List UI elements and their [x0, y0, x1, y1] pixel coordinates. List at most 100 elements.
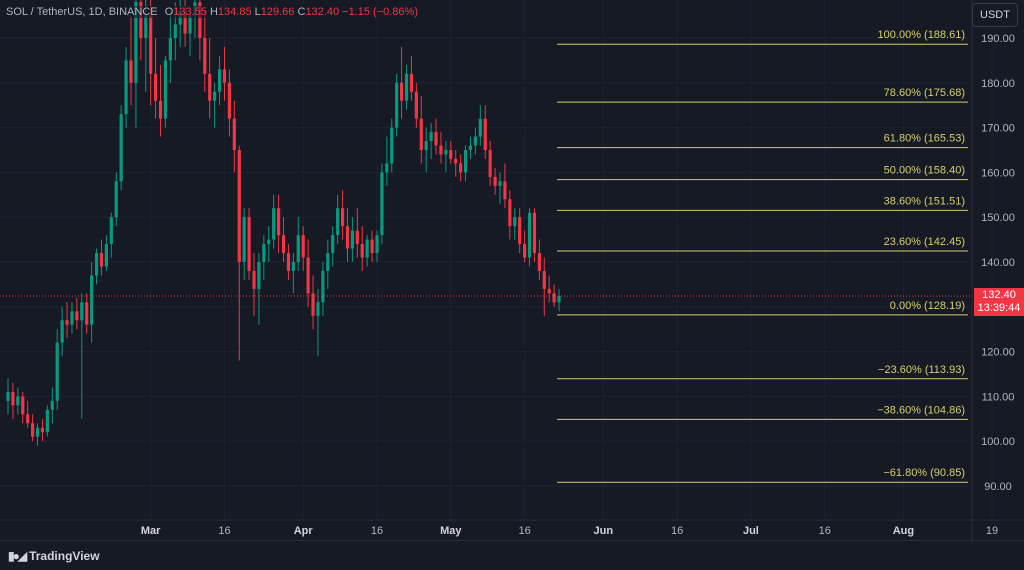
x-tick-label: 16: [371, 525, 383, 537]
footer-bar: ▮●◢ TradingView: [0, 540, 1024, 570]
candle-body: [331, 235, 335, 254]
x-tick-label: 16: [518, 525, 530, 537]
candle-body: [527, 212, 532, 258]
candle-body: [419, 118, 423, 150]
candle-body: [144, 15, 148, 39]
x-tick-label: 16: [218, 525, 230, 537]
candle-body: [252, 270, 256, 289]
candle-body: [35, 427, 40, 437]
candle-body: [488, 150, 492, 177]
y-tick-label: 90.00: [984, 481, 1012, 493]
y-tick-label: 140.00: [981, 257, 1015, 269]
candle-body: [60, 320, 64, 343]
fib-level-label: 50.00% (158.40): [884, 165, 965, 177]
candle-body: [65, 320, 69, 325]
candle-body: [316, 302, 320, 316]
y-tick-label: 120.00: [981, 347, 1015, 359]
tradingview-logo[interactable]: ▮●◢ TradingView: [8, 549, 100, 563]
candle-body: [395, 82, 399, 128]
candle-body: [26, 414, 30, 424]
candle-body: [336, 208, 340, 236]
candle-body: [424, 141, 428, 150]
candle-body: [272, 208, 276, 240]
candle-body: [409, 73, 414, 92]
candle-body: [262, 244, 266, 262]
y-tick-label: 110.00: [982, 391, 1015, 403]
candle-body: [85, 302, 89, 325]
fib-level-label: −38.60% (104.86): [877, 404, 965, 416]
x-tick-label: Jun: [594, 525, 614, 537]
candle-body: [99, 253, 104, 267]
candle-body: [508, 199, 512, 227]
candle-body: [90, 275, 94, 325]
candle-body: [50, 400, 54, 410]
candle-body: [414, 91, 418, 119]
candle-body: [518, 217, 522, 245]
candle-body: [222, 69, 227, 83]
fib-level-label: 38.60% (151.51): [884, 195, 965, 207]
x-tick-label: 16: [671, 525, 683, 537]
candle-body: [109, 217, 113, 245]
candle-body: [55, 342, 59, 401]
candle-body: [119, 114, 123, 182]
candle-body: [94, 253, 99, 276]
candle-body: [444, 150, 448, 155]
candle-body: [434, 132, 438, 146]
currency-button[interactable]: USDT: [972, 3, 1018, 27]
candle-body: [208, 73, 212, 101]
candle-body: [242, 217, 246, 262]
candle-body: [227, 82, 231, 119]
y-tick-label: 180.00: [981, 78, 1015, 90]
candle-body: [286, 253, 291, 271]
candle-body: [154, 73, 158, 101]
candle-body: [390, 127, 394, 164]
candle-body: [400, 82, 404, 101]
fib-level-label: 23.60% (142.45): [884, 236, 965, 248]
candle-body: [385, 163, 389, 173]
candle-body: [257, 262, 261, 289]
candle-body: [134, 2, 138, 83]
candle-body: [478, 118, 482, 137]
candle-body: [439, 145, 443, 155]
candle-body: [311, 293, 315, 316]
fib-level-label: −23.60% (113.93): [878, 364, 965, 376]
candle-body: [454, 158, 458, 164]
candle-body: [375, 235, 379, 254]
candle-body: [547, 288, 551, 294]
close-label: C: [297, 6, 306, 18]
candle-body: [360, 244, 364, 258]
candle-body: [350, 230, 354, 249]
open-label: O: [164, 6, 174, 18]
candle-body: [6, 391, 10, 401]
symbol-name: SOL / TetherUS, 1D, BINANCE: [6, 6, 158, 18]
candle-body: [498, 181, 502, 186]
candle-body: [404, 73, 409, 101]
candle-body: [21, 396, 25, 415]
change-value: −1.15 (−0.86%): [342, 6, 418, 18]
bar-countdown: 13:39:44: [977, 302, 1021, 314]
x-tick-label: Jul: [743, 525, 759, 537]
fib-level-label: 78.60% (175.68): [884, 87, 965, 99]
candle-body: [232, 118, 236, 150]
candle-body: [277, 208, 281, 236]
candle-body: [296, 235, 300, 262]
x-tick-label: Apr: [294, 525, 314, 537]
candle-body: [281, 235, 286, 254]
y-tick-label: 170.00: [981, 123, 1015, 135]
candle-body: [380, 172, 384, 236]
candle-body: [163, 60, 168, 119]
x-tick-label: Mar: [141, 525, 161, 537]
candle-body: [213, 91, 217, 101]
close-value: 132.40: [305, 6, 340, 18]
candle-body: [449, 150, 453, 159]
fib-level-label: 0.00% (128.19): [890, 300, 965, 312]
price-chart[interactable]: 190.00180.00170.00160.00150.00140.00130.…: [0, 0, 1024, 540]
candle-body: [247, 217, 251, 271]
y-tick-label: 150.00: [981, 212, 1015, 224]
fib-level-label: 61.80% (165.53): [884, 133, 965, 145]
candle-body: [306, 257, 310, 294]
candle-body: [532, 212, 537, 254]
candle-body: [70, 311, 74, 325]
y-tick-label: 100.00: [981, 436, 1015, 448]
fib-level-label: 100.00% (188.61): [878, 29, 965, 41]
